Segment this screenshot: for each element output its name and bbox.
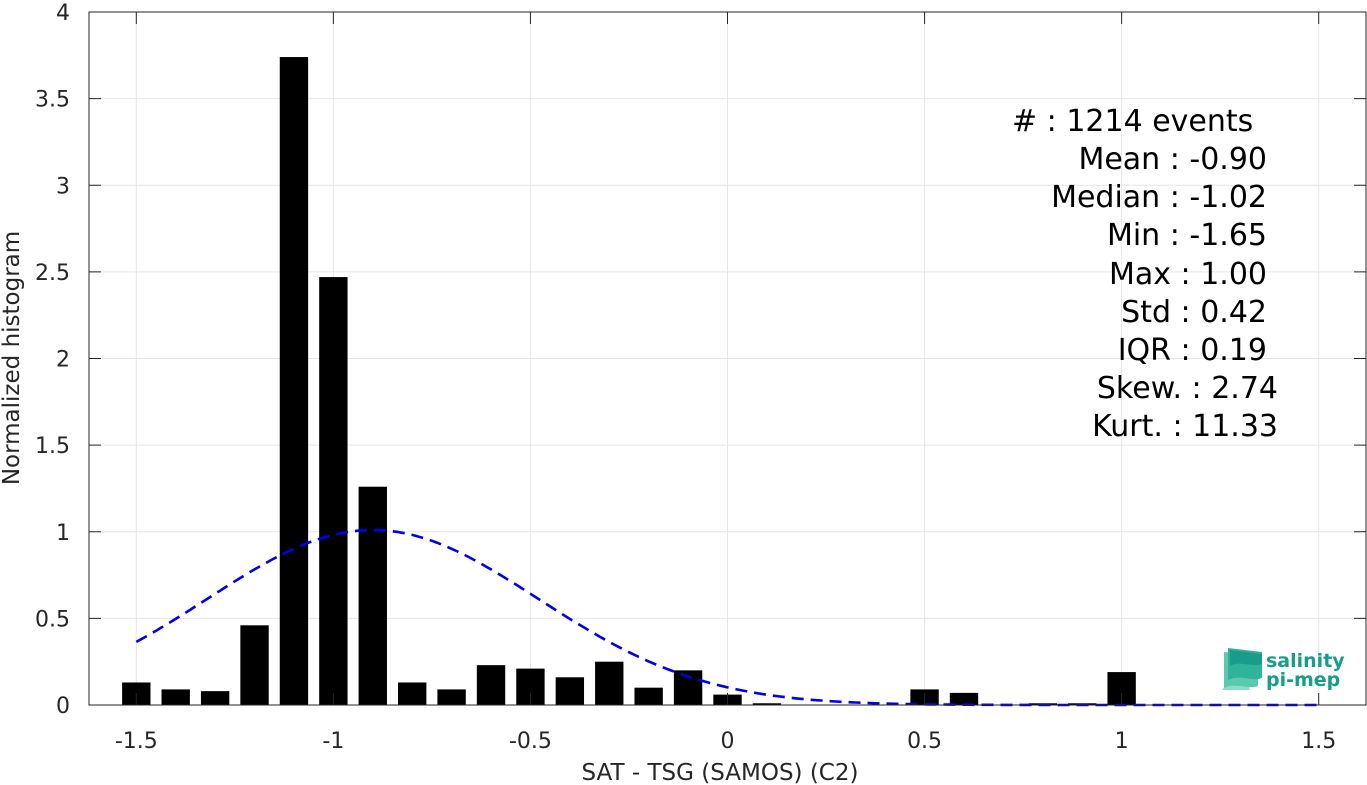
y-tick-labels: 0 0.5 1 1.5 2 2.5 3 3.5 4 <box>35 1 70 719</box>
histogram-bar <box>279 57 309 706</box>
x-axis-title: SAT - TSG (SAMOS) (C2) <box>582 760 859 785</box>
stat-events: # : 1214 events <box>1012 104 1253 139</box>
histogram-bar <box>595 661 624 705</box>
logo-line-2: pi-mep <box>1266 669 1340 691</box>
y-tick-label: 2 <box>56 348 70 373</box>
stat-min: Min : -1.65 <box>1107 218 1267 253</box>
y-tick-label: 1.5 <box>35 434 70 459</box>
histogram-bar <box>752 703 782 705</box>
y-tick-label: 4 <box>56 1 70 26</box>
histogram-bar <box>476 665 506 705</box>
stat-skew: Skew. : 2.74 <box>1097 371 1278 406</box>
x-tick-label: 0.5 <box>907 729 942 754</box>
x-tick-labels: -1.5 -1 -0.5 0 0.5 1 1.5 <box>115 729 1336 754</box>
y-tick-label: 3 <box>56 174 70 199</box>
stat-iqr: IQR : 0.19 <box>1118 333 1267 368</box>
x-tick-label: -0.5 <box>509 729 552 754</box>
stat-mean: Mean : -0.90 <box>1078 142 1267 177</box>
y-tick-label: 3.5 <box>35 88 70 113</box>
x-tick-label: -1.5 <box>115 729 158 754</box>
histogram-bar <box>200 691 230 705</box>
stat-kurt: Kurt. : 11.33 <box>1092 409 1278 444</box>
x-tick-label: 1.5 <box>1301 729 1336 754</box>
histogram-bar <box>437 689 466 705</box>
axis-ticks <box>89 11 1366 706</box>
stat-std: Std : 0.42 <box>1121 295 1267 330</box>
histogram-bar <box>161 689 190 705</box>
statistics-box: # : 1214 events Mean : -0.90 Median : -1… <box>1012 104 1278 444</box>
x-tick-label: 1 <box>1115 729 1129 754</box>
x-tick-label: 0 <box>721 729 735 754</box>
histogram-bar <box>398 682 427 705</box>
salinity-pi-mep-logo: salinity pi-mep <box>1222 648 1345 691</box>
logo-line-1: salinity <box>1266 650 1345 672</box>
stat-max: Max : 1.00 <box>1109 257 1267 292</box>
histogram-bar <box>634 687 663 705</box>
y-tick-label: 0.5 <box>35 607 70 632</box>
y-tick-label: 1 <box>56 521 70 546</box>
histogram-bar <box>358 486 387 705</box>
histogram-bars <box>122 57 1136 706</box>
y-tick-label: 2.5 <box>35 261 70 286</box>
histogram-bar <box>949 692 979 705</box>
wave-icon <box>1222 648 1262 690</box>
x-tick-label: -1 <box>322 729 344 754</box>
stat-median: Median : -1.02 <box>1051 180 1267 215</box>
histogram-bar <box>240 625 269 705</box>
histogram-bar <box>319 277 348 705</box>
y-tick-label: 0 <box>56 694 70 719</box>
histogram-bar <box>555 677 585 705</box>
y-axis-title: Normalized histogram <box>0 231 25 485</box>
